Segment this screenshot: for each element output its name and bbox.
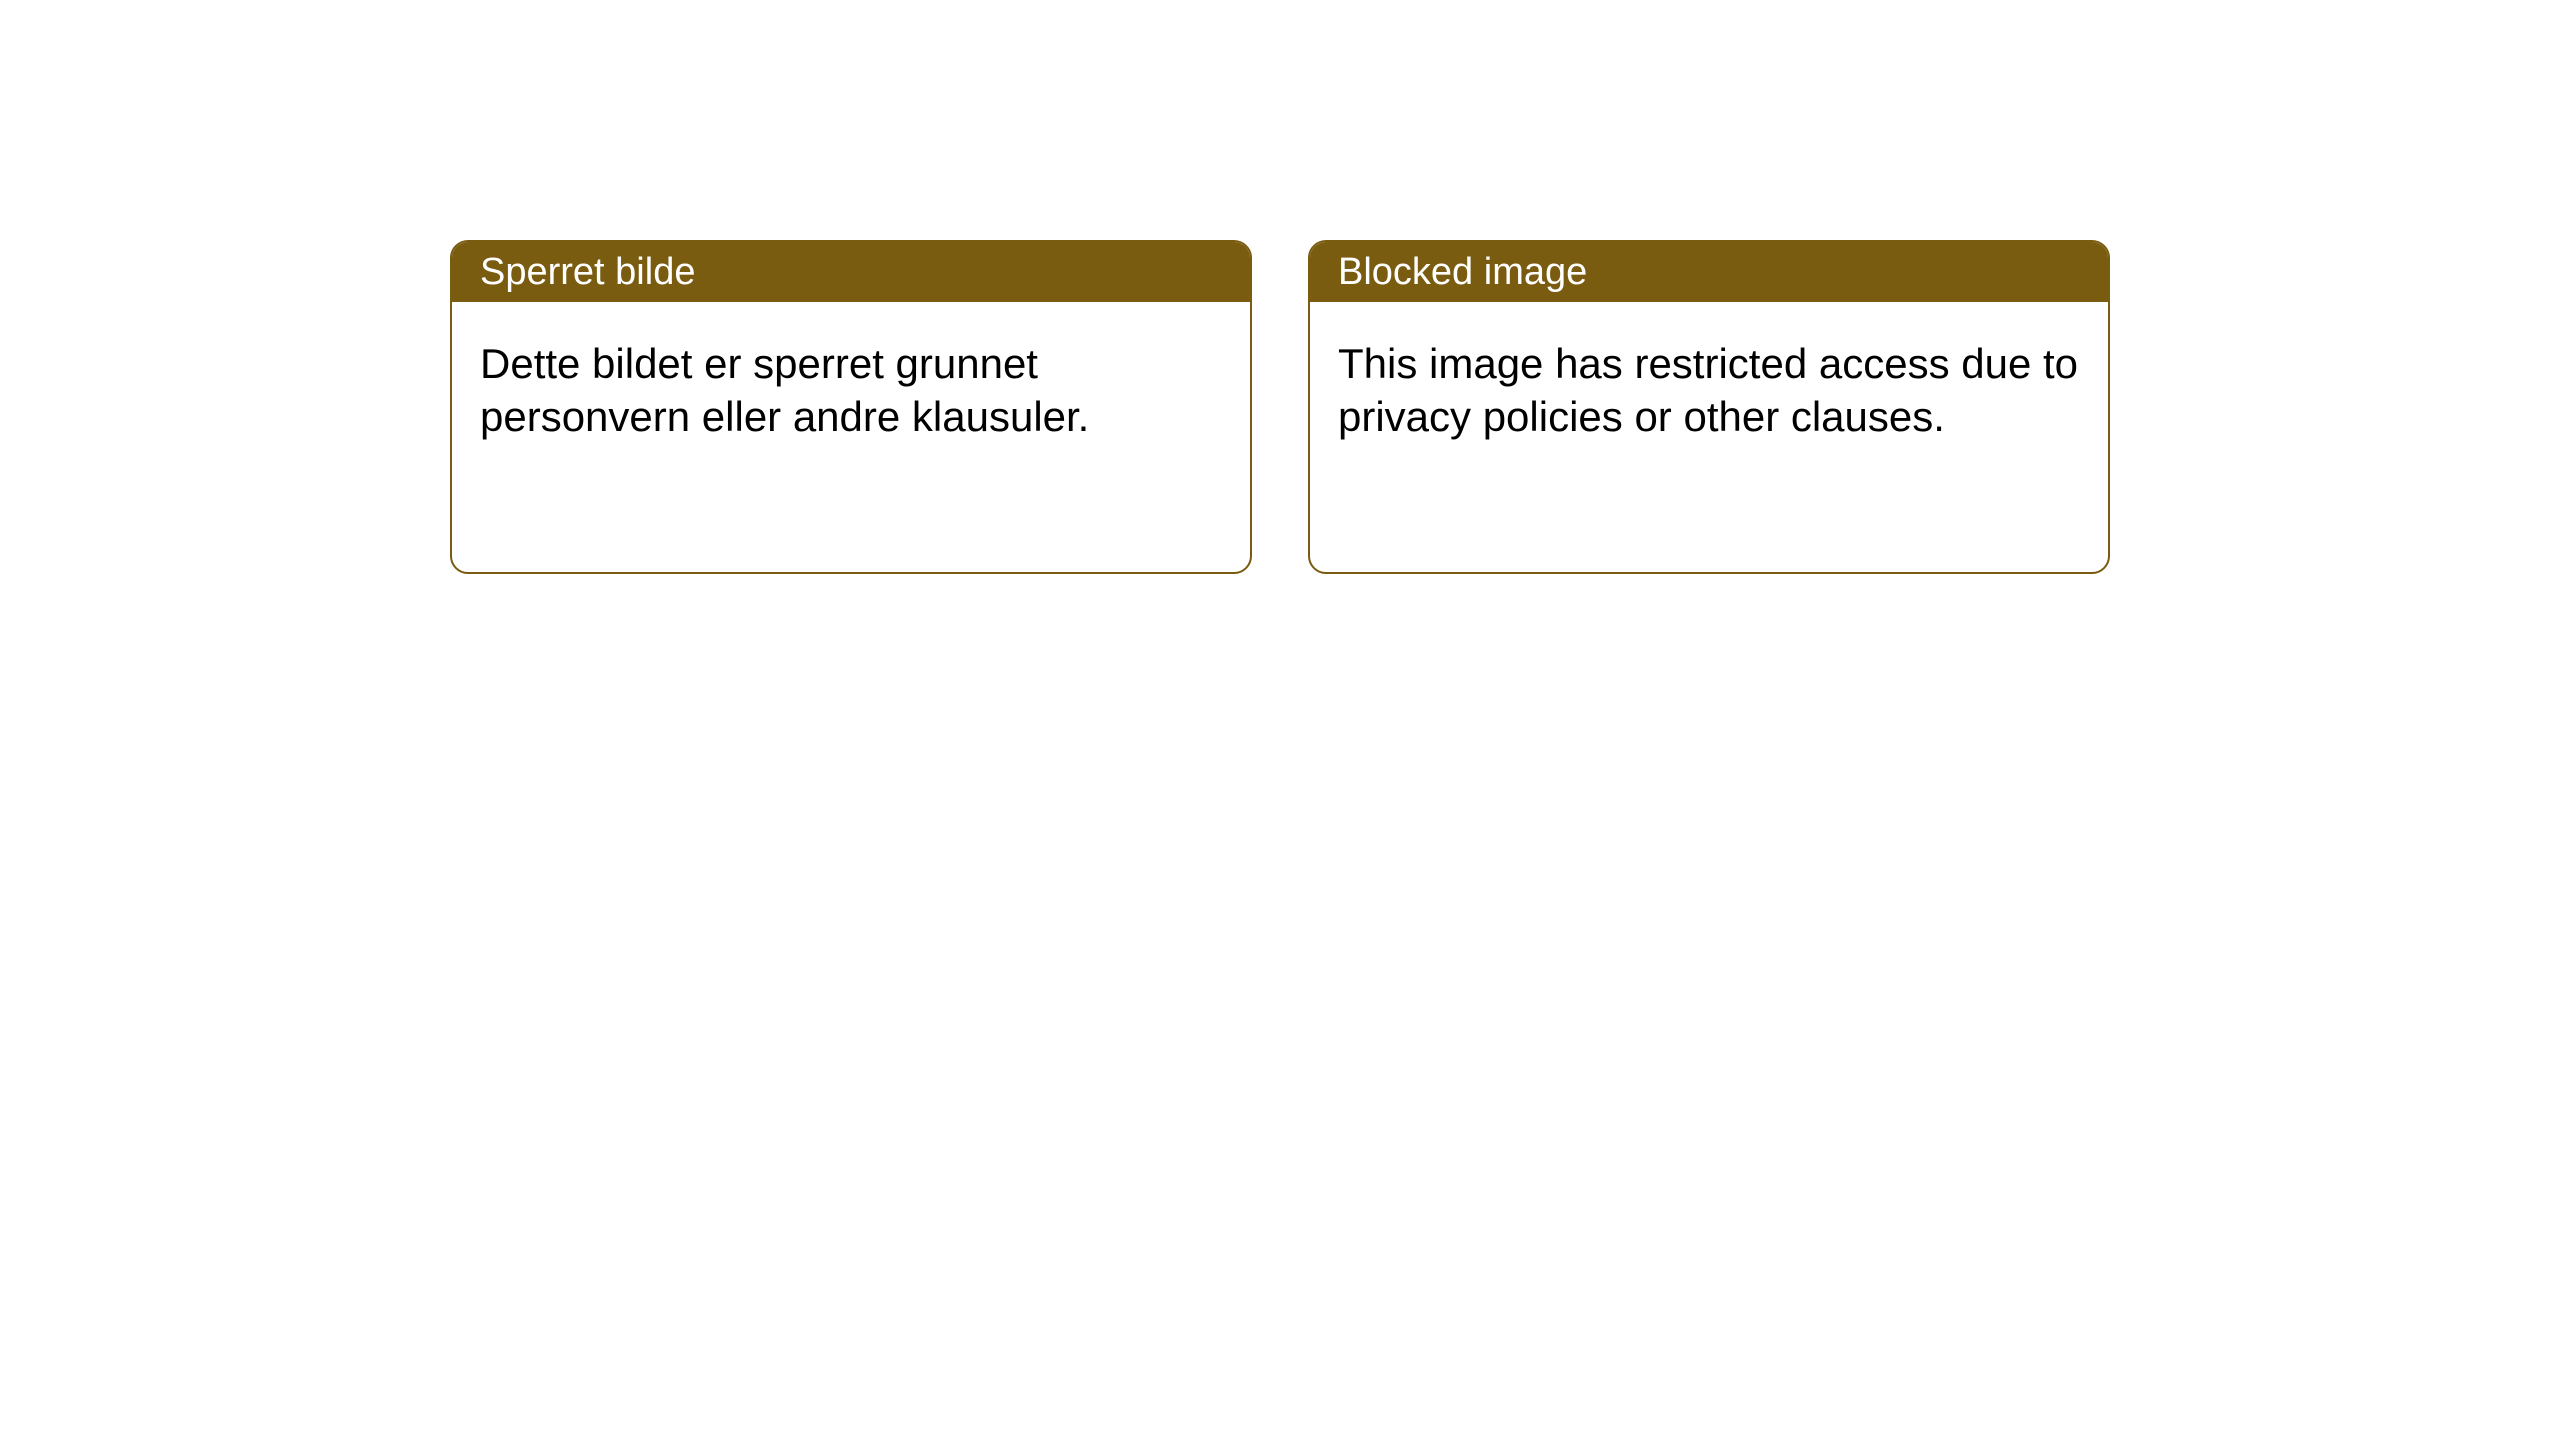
notice-container: Sperret bilde Dette bildet er sperret gr…	[0, 0, 2560, 574]
card-header-norwegian: Sperret bilde	[452, 242, 1250, 302]
card-header-english: Blocked image	[1310, 242, 2108, 302]
blocked-image-card-english: Blocked image This image has restricted …	[1308, 240, 2110, 574]
card-body-english: This image has restricted access due to …	[1310, 302, 2108, 479]
blocked-image-card-norwegian: Sperret bilde Dette bildet er sperret gr…	[450, 240, 1252, 574]
card-body-norwegian: Dette bildet er sperret grunnet personve…	[452, 302, 1250, 479]
